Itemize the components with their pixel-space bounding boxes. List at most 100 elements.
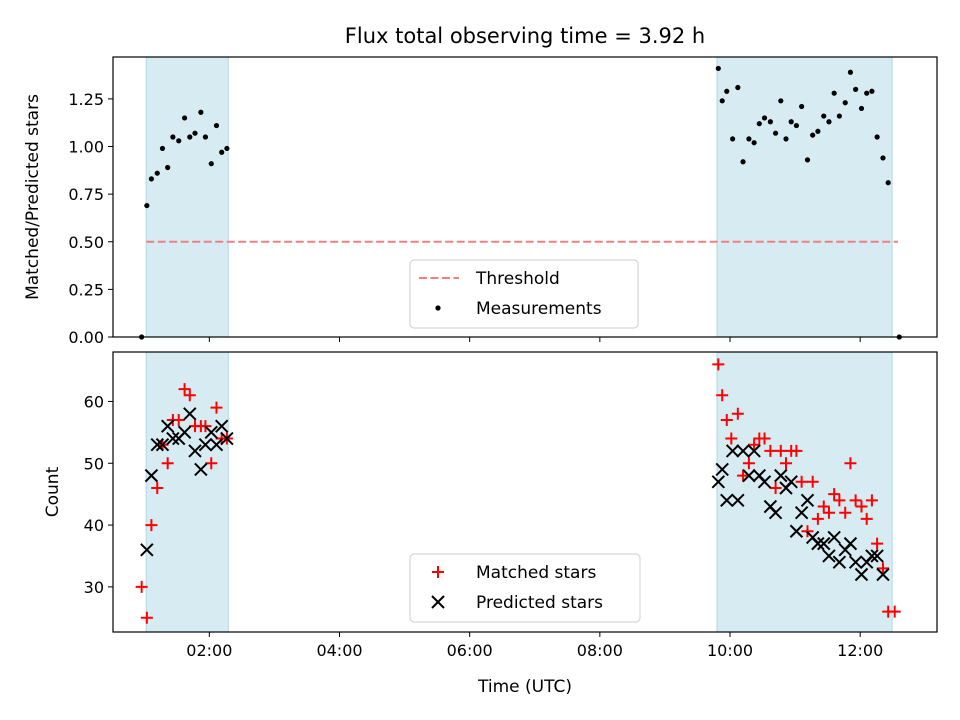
matched-star-marker (811, 512, 824, 525)
axes-frame (112, 351, 938, 633)
measurement-point (767, 119, 773, 125)
predicted-star-marker (188, 444, 202, 458)
measurement-point (751, 140, 757, 146)
y-tick-label: 0.75 (68, 185, 104, 204)
matched-star-marker (833, 494, 846, 507)
legend-label: Threshold (475, 269, 560, 289)
measurement-point (730, 136, 736, 142)
matched-star-marker (742, 457, 755, 470)
matched-star-marker (210, 401, 223, 414)
matched-star-marker (844, 457, 857, 470)
x-tick-label: 06:00 (447, 641, 493, 660)
measurement-point (219, 149, 225, 155)
legend-matched-swatch (432, 566, 444, 578)
matched-star-marker (795, 475, 808, 488)
bottom-panel: 30 40 50 60 02:00 04:00 06:00 08:00 10:00 12:00 Co… (43, 351, 938, 697)
matched-star-marker (199, 420, 212, 433)
measurement-point (836, 113, 842, 119)
measurement-point (853, 86, 859, 92)
measurement-point (154, 170, 160, 176)
measurement-point (213, 122, 220, 129)
measurement-point (783, 136, 789, 142)
measurement-point (735, 84, 741, 91)
measurement-point (148, 176, 155, 182)
matched-star-marker (779, 457, 792, 470)
observing-window (145, 56, 229, 338)
predicted-star-marker (150, 438, 164, 452)
chart-title: Flux total observing time = 3.92 h (345, 24, 705, 48)
predicted-star-marker (876, 567, 890, 582)
predicted-star-marker (731, 493, 745, 508)
predicted-star-marker (811, 536, 825, 551)
legend-label: Predicted stars (476, 593, 603, 613)
matched-star-marker (183, 389, 196, 402)
measurement-point (715, 65, 721, 72)
measurement-point (170, 134, 176, 140)
predicted-star-marker (870, 549, 884, 563)
matched-star-marker (828, 488, 841, 501)
matched-star-marker (725, 432, 738, 445)
predicted-star-marker (784, 475, 798, 489)
matched-star-marker (172, 413, 185, 426)
matched-star-marker (205, 457, 218, 470)
measurement-point (810, 132, 816, 138)
matched-star-marker (151, 481, 164, 494)
measurement-point (858, 105, 865, 112)
matched-star-marker (839, 506, 852, 519)
measurement-point (724, 88, 730, 94)
measurement-point (746, 136, 752, 142)
y-tick-label: 30 (84, 578, 104, 597)
observing-window (145, 351, 229, 633)
matched-star-marker (161, 457, 174, 470)
x-tick-label: 04:00 (316, 641, 362, 660)
x-tick-label: 08:00 (577, 641, 623, 660)
x-axis-label: Time (UTC) (477, 677, 572, 697)
observing-window (716, 56, 893, 338)
legend-label: Matched stars (476, 563, 596, 583)
legend-box (409, 553, 641, 623)
y-tick-label: 1.25 (68, 90, 104, 109)
predicted-star-marker (757, 475, 772, 489)
matched-star-marker (720, 413, 733, 426)
predicted-star-marker (843, 536, 858, 551)
predicted-star-marker (160, 419, 175, 433)
predicted-star-marker (800, 493, 815, 508)
legend-label: Measurements (476, 299, 602, 319)
matched-star-marker (764, 444, 777, 457)
measurement-point (159, 145, 166, 152)
measurement-point (799, 103, 805, 110)
matched-star-marker (817, 500, 830, 513)
measurement-point (187, 134, 193, 140)
predicted-star-marker (720, 493, 734, 508)
matched-star-marker (737, 469, 750, 482)
matched-star-marker (865, 494, 878, 507)
matched-star-marker (790, 444, 803, 457)
predicted-star-marker (848, 555, 863, 569)
measurement-point (719, 98, 725, 104)
predicted-star-marker (742, 468, 756, 483)
predicted-star-marker (768, 505, 783, 520)
legend-predicted-swatch (431, 595, 445, 609)
predicted-star-marker (220, 431, 234, 446)
observing-window (716, 351, 893, 633)
predicted-star-marker (183, 407, 197, 421)
x-tick-label: 12:00 (837, 641, 883, 660)
predicted-star-marker (736, 444, 750, 458)
measurement-point (740, 159, 746, 165)
predicted-star-marker (789, 524, 804, 538)
predicted-star-marker (144, 468, 159, 483)
predicted-star-marker (794, 505, 809, 520)
matched-star-marker (876, 562, 889, 575)
x-tick-label: 10:00 (707, 641, 753, 660)
predicted-star-marker (725, 444, 740, 458)
measurement-point (880, 155, 886, 161)
measurement-point (826, 119, 832, 125)
predicted-star-marker (865, 549, 879, 563)
matched-star-marker (855, 500, 868, 513)
measurement-point (885, 180, 891, 186)
measurement-point (804, 157, 811, 163)
predicted-star-marker (204, 425, 218, 440)
measurement-point (198, 109, 204, 115)
predicted-star-marker (155, 438, 170, 452)
